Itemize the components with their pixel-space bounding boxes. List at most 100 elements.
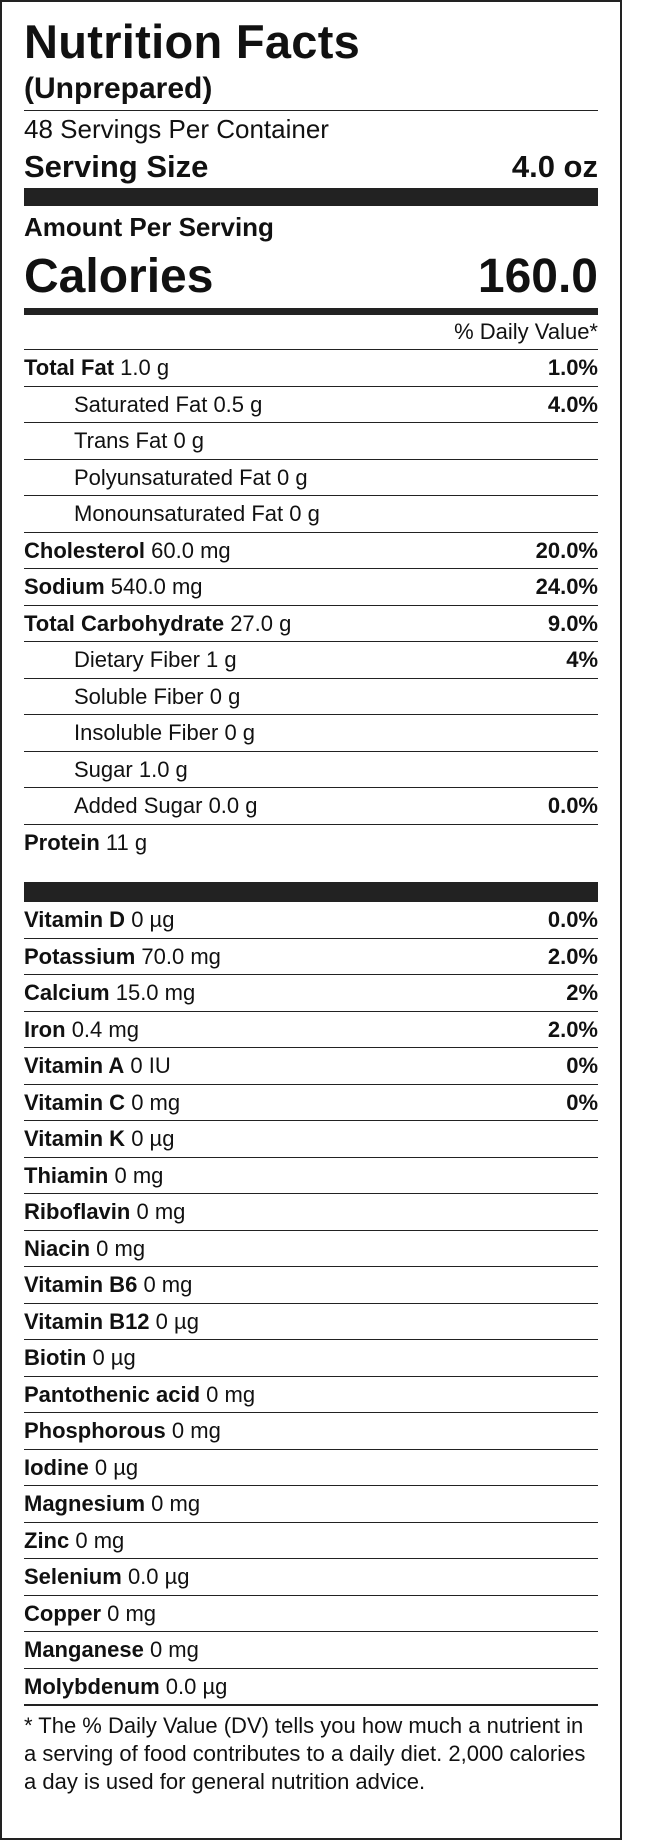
nutrient-amount: 540.0 mg xyxy=(110,574,203,599)
nutrient-amount: 11 g xyxy=(105,829,148,855)
nutrient-name: Protein xyxy=(24,829,100,855)
nutrient-name: Added Sugar xyxy=(74,793,203,818)
nutrient-amount: 15.0 mg xyxy=(115,980,196,1005)
nutrient-name: Thiamin xyxy=(24,1162,109,1188)
nutrient-row: Protein 11 g xyxy=(24,825,598,861)
nutrient-amount: 0 g xyxy=(289,501,320,526)
macronutrient-list: Total Fat 1.0 g 1.0% Saturated Fat 0.5 g 4.… xyxy=(24,350,598,860)
nutrient-row: Phosphorous 0 mg xyxy=(24,1413,598,1450)
nutrient-row: Monounsaturated Fat 0 g xyxy=(24,496,598,533)
nutrient-name: Vitamin K xyxy=(24,1126,126,1151)
nutrient-name-amount: Phosphorous 0 mg xyxy=(24,1413,221,1449)
nutrient-amount: 0 g xyxy=(224,720,256,745)
nutrient-amount: 1 g xyxy=(206,647,237,672)
nutrient-name: Sodium xyxy=(24,574,105,599)
nutrient-amount: 0.0 g xyxy=(208,793,258,818)
nutrient-row: Vitamin B12 0 µg xyxy=(24,1304,598,1340)
nutrient-name-amount: Zinc 0 mg xyxy=(24,1523,124,1559)
nutrient-name: Zinc xyxy=(24,1527,70,1553)
nutrient-amount: 0 mg xyxy=(171,1418,221,1443)
nutrient-name-amount: Riboflavin 0 mg xyxy=(24,1194,185,1230)
nutrient-row: Total Fat 1.0 g 1.0% xyxy=(24,350,598,387)
nutrient-amount: 1.0 g xyxy=(138,756,188,782)
nutrient-name: Potassium xyxy=(24,943,136,969)
nutrient-daily-value: 9.0% xyxy=(547,610,598,636)
nutrient-name-amount: Iodine 0 µg xyxy=(24,1450,138,1486)
nutrient-name: Vitamin D xyxy=(24,907,126,932)
nutrient-amount: 0.0 µg xyxy=(127,1564,190,1589)
nutrient-row: Iron 0.4 mg 2.0% xyxy=(24,1012,598,1048)
nutrient-name: Vitamin B6 xyxy=(24,1272,138,1297)
nutrient-name: Copper xyxy=(24,1600,101,1626)
nutrient-daily-value: 1.0% xyxy=(547,355,598,380)
nutrient-name: Phosphorous xyxy=(24,1418,166,1443)
medium-divider xyxy=(24,308,598,315)
nutrient-daily-value: 0.0% xyxy=(547,793,598,818)
nutrient-amount: 0 µg xyxy=(155,1308,199,1334)
amount-per-serving: Amount Per Serving xyxy=(24,212,274,242)
nutrient-name: Trans Fat xyxy=(74,428,168,453)
nutrient-name: Sugar xyxy=(74,756,133,782)
nutrient-name-amount: Sodium 540.0 mg xyxy=(24,569,203,605)
divider xyxy=(24,110,598,111)
nutrient-amount: 0 mg xyxy=(114,1162,164,1188)
nutrient-name: Vitamin C xyxy=(24,1089,126,1115)
nutrient-row: Cholesterol 60.0 mg 20.0% xyxy=(24,533,598,569)
nutrient-row: Sodium 540.0 mg 24.0% xyxy=(24,569,598,606)
nutrient-name-amount: Iron 0.4 mg xyxy=(24,1012,139,1048)
serving-size-value: 4.0 oz xyxy=(511,149,598,184)
nutrient-amount: 0 µg xyxy=(131,907,175,932)
nutrient-name: Dietary Fiber xyxy=(74,647,200,672)
nutrient-amount: 0 g xyxy=(277,464,308,490)
nutrient-row: Total Carbohydrate 27.0 g 9.0% xyxy=(24,606,598,642)
nutrient-row: Vitamin C 0 mg 0% xyxy=(24,1085,598,1121)
nutrient-name-amount: Soluble Fiber 0 g xyxy=(24,679,240,715)
footnote-section: * The % Daily Value (DV) tells you how m… xyxy=(24,1704,598,1796)
nutrient-name: Insoluble Fiber xyxy=(74,720,219,745)
nutrient-row: Zinc 0 mg xyxy=(24,1523,598,1559)
nutrient-amount: 70.0 mg xyxy=(141,943,221,969)
nutrient-row: Vitamin A 0 IU 0% xyxy=(24,1048,598,1085)
daily-value-header: % Daily Value* xyxy=(24,315,598,350)
nutrient-name-amount: Protein 11 g xyxy=(24,825,147,861)
nutrient-amount: 0 mg xyxy=(149,1637,199,1662)
nutrient-name-amount: Total Carbohydrate 27.0 g xyxy=(24,606,291,642)
nutrient-name-amount: Polyunsaturated Fat 0 g xyxy=(24,460,308,496)
nutrient-name: Soluble Fiber xyxy=(74,683,204,709)
nutrient-name-amount: Biotin 0 µg xyxy=(24,1340,136,1376)
nutrient-name-amount: Thiamin 0 mg xyxy=(24,1158,163,1194)
nutrition-facts-label: Nutrition Facts (Unprepared) 48 Servings… xyxy=(0,0,622,1840)
nutrient-name: Pantothenic acid xyxy=(24,1381,201,1407)
nutrient-amount: 60.0 mg xyxy=(151,537,231,563)
nutrient-name-amount: Vitamin B12 0 µg xyxy=(24,1304,199,1340)
nutrient-row: Dietary Fiber 1 g 4% xyxy=(24,642,598,679)
nutrient-name: Niacin xyxy=(24,1235,91,1261)
nutrient-name-amount: Vitamin B6 0 mg xyxy=(24,1267,192,1303)
nutrient-name: Cholesterol xyxy=(24,537,146,563)
nutrient-name-amount: Sugar 1.0 g xyxy=(24,752,188,788)
nutrient-name-amount: Potassium 70.0 mg xyxy=(24,939,221,975)
nutrient-daily-value: 2% xyxy=(566,980,598,1005)
nutrient-name-amount: Selenium 0.0 µg xyxy=(24,1559,190,1595)
nutrient-name-amount: Molybdenum 0.0 µg xyxy=(24,1669,227,1705)
nutrient-name: Iodine xyxy=(24,1454,89,1480)
nutrient-row: Magnesium 0 mg xyxy=(24,1486,598,1523)
nutrient-name: Monounsaturated Fat xyxy=(74,501,284,526)
nutrient-amount: 0 IU xyxy=(130,1053,171,1078)
nutrient-name-amount: Pantothenic acid 0 mg xyxy=(24,1377,255,1413)
nutrient-name: Total Fat xyxy=(24,355,115,380)
nutrient-row: Molybdenum 0.0 µg xyxy=(24,1669,598,1705)
servings-per-container: 48 Servings Per Container xyxy=(24,114,329,144)
nutrient-amount: 0 µg xyxy=(94,1454,139,1480)
nutrient-row: Saturated Fat 0.5 g 4.0% xyxy=(24,387,598,423)
label-subtitle: (Unprepared) xyxy=(24,72,213,105)
nutrient-name-amount: Cholesterol 60.0 mg xyxy=(24,533,231,569)
nutrient-row: Niacin 0 mg xyxy=(24,1231,598,1267)
nutrient-amount: 0 mg xyxy=(107,1600,157,1626)
nutrient-amount: 0.5 g xyxy=(213,391,263,417)
nutrient-amount: 0.4 mg xyxy=(71,1016,139,1042)
nutrient-name-amount: Magnesium 0 mg xyxy=(24,1486,200,1522)
nutrient-daily-value: 2.0% xyxy=(547,943,598,969)
nutrient-row: Thiamin 0 mg xyxy=(24,1158,598,1194)
nutrient-name: Vitamin A xyxy=(24,1053,125,1078)
